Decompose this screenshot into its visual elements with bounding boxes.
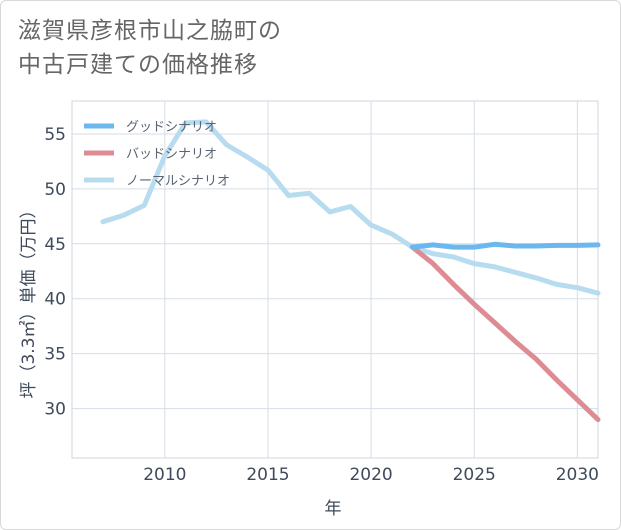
chart-title-line1: 滋賀県彦根市山之脇町の [18,18,282,44]
y-tick-label: 55 [44,125,66,145]
y-tick-label: 30 [44,400,66,420]
y-tick-label: 40 [44,290,66,310]
legend-label: バッドシナリオ [126,147,217,162]
series-line-1 [409,244,601,423]
x-tick-label: 2010 [143,465,186,485]
x-tick-labels: 2010 2015 2020 2025 2030 [143,465,599,485]
x-tick-label: 2020 [349,465,392,485]
series-line-2 [100,119,601,296]
x-tick-label: 2025 [453,465,496,485]
chart-title: 滋賀県彦根市山之脇町の 中古戸建ての価格推移 [18,14,282,82]
x-axis-label: 年 [325,499,342,519]
y-tick-label: 45 [44,235,66,255]
legend-label: グッドシナリオ [126,120,217,135]
series-line-0 [409,241,601,250]
y-tick-label: 50 [44,180,66,200]
series-lines [100,119,601,423]
x-tick-label: 2030 [556,465,599,485]
x-tick-label: 2015 [246,465,289,485]
y-tick-labels: 30 35 40 45 50 55 [44,125,66,420]
y-tick-label: 35 [44,345,66,365]
plot-area [71,100,599,459]
chart-title-line2: 中古戸建ての価格推移 [18,52,258,78]
legend-label: ノーマルシナリオ [126,174,230,189]
y-axis-label: 坪（3.3㎡）単価（万円） [19,201,39,398]
grid-lines [72,101,598,458]
